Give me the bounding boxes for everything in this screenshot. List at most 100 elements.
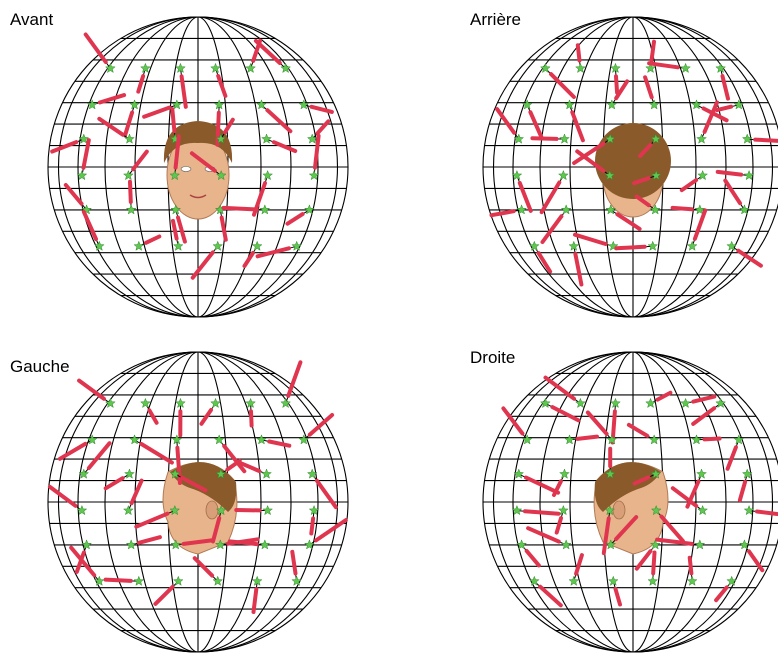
red-stroke-mark	[634, 194, 651, 208]
green-star-icon	[686, 575, 698, 586]
red-stroke-mark	[495, 107, 517, 135]
green-star-icon	[743, 504, 755, 516]
green-star-icon	[645, 62, 656, 74]
red-stroke-mark	[614, 515, 639, 541]
red-stroke-mark	[655, 390, 673, 402]
red-stroke-mark	[539, 180, 562, 215]
red-stroke-mark	[189, 151, 217, 173]
green-star-icon	[557, 169, 569, 181]
red-stroke-mark	[267, 439, 292, 448]
red-stroke-mark	[613, 587, 622, 607]
red-stroke-mark	[643, 75, 654, 100]
green-star-icon	[93, 240, 105, 251]
red-stroke-mark	[128, 179, 133, 204]
sphere-panel-right	[482, 351, 778, 653]
green-star-icon	[81, 204, 93, 215]
red-stroke-mark	[649, 39, 656, 63]
green-star-icon	[606, 434, 618, 445]
green-star-icon	[212, 575, 224, 586]
green-star-icon	[259, 539, 271, 550]
red-stroke-mark	[536, 251, 553, 274]
ear	[205, 500, 219, 520]
red-stroke-mark	[552, 479, 563, 497]
green-star-icon	[726, 575, 738, 586]
red-stroke-mark	[615, 212, 642, 231]
green-star-icon	[686, 240, 698, 251]
red-stroke-mark	[139, 442, 174, 465]
red-stroke-mark	[74, 550, 86, 574]
red-stroke-mark	[692, 208, 708, 241]
green-star-icon	[262, 169, 274, 181]
green-star-icon	[691, 434, 702, 445]
green-star-icon	[245, 397, 256, 409]
red-stroke-mark	[601, 516, 611, 556]
green-star-icon	[513, 133, 525, 144]
green-star-icon	[521, 434, 533, 445]
green-star-icon	[215, 133, 227, 144]
red-stroke-mark	[129, 478, 144, 506]
green-star-icon	[650, 468, 662, 479]
green-star-icon	[649, 204, 661, 215]
green-star-icon	[607, 240, 619, 251]
green-star-icon	[726, 240, 738, 251]
red-stroke-mark	[572, 141, 606, 165]
green-star-icon	[104, 62, 116, 74]
sphere-panel-back	[482, 16, 778, 318]
red-stroke-mark	[225, 458, 242, 472]
green-star-icon	[170, 539, 182, 550]
red-stroke-mark	[691, 406, 717, 426]
head-hair	[163, 121, 233, 163]
green-star-icon	[172, 575, 184, 586]
green-star-icon	[210, 397, 221, 409]
green-star-icon	[528, 575, 540, 586]
red-stroke-mark	[638, 143, 653, 158]
green-star-icon	[647, 240, 659, 251]
green-star-icon	[680, 397, 691, 409]
red-stroke-mark	[223, 117, 235, 135]
red-stroke-mark	[63, 183, 84, 206]
red-stroke-mark	[307, 413, 335, 437]
green-star-icon	[568, 575, 580, 586]
green-star-icon	[104, 397, 116, 409]
green-star-icon	[308, 169, 320, 181]
red-stroke-mark	[702, 436, 722, 442]
green-star-icon	[261, 468, 272, 479]
green-star-icon	[256, 434, 267, 445]
red-stroke-mark	[632, 475, 651, 486]
green-star-icon	[215, 504, 227, 516]
green-star-icon	[81, 539, 93, 550]
green-star-icon	[171, 434, 183, 445]
panel-title-left: Gauche	[10, 357, 70, 376]
green-star-icon	[733, 99, 745, 110]
red-stroke-mark	[575, 149, 606, 173]
red-stroke-mark	[747, 549, 765, 573]
green-star-icon	[738, 204, 750, 215]
green-star-icon	[133, 240, 145, 251]
green-star-icon	[733, 434, 745, 445]
green-star-icon	[528, 240, 540, 251]
green-star-icon	[521, 99, 533, 110]
red-stroke-mark	[632, 176, 651, 186]
red-stroke-mark	[170, 107, 177, 134]
red-stroke-mark	[659, 514, 685, 543]
red-stroke-mark	[651, 550, 657, 576]
red-stroke-mark	[123, 110, 135, 138]
red-stroke-mark	[309, 104, 334, 114]
mouth	[189, 194, 207, 199]
red-stroke-mark	[81, 209, 98, 241]
red-stroke-mark	[309, 516, 316, 536]
green-star-icon	[511, 169, 523, 181]
green-star-icon	[213, 434, 225, 445]
green-star-icon	[715, 397, 727, 409]
red-stroke-mark	[221, 205, 259, 212]
red-stroke-mark	[180, 475, 208, 493]
green-star-icon	[262, 504, 274, 516]
red-stroke-mark	[314, 518, 348, 543]
red-stroke-mark	[550, 405, 581, 423]
red-stroke-mark	[103, 476, 125, 491]
green-star-icon	[124, 133, 135, 144]
green-star-icon	[511, 504, 523, 516]
green-star-icon	[610, 397, 621, 409]
sphere-panel-left	[47, 351, 349, 653]
red-stroke-mark	[222, 444, 247, 474]
